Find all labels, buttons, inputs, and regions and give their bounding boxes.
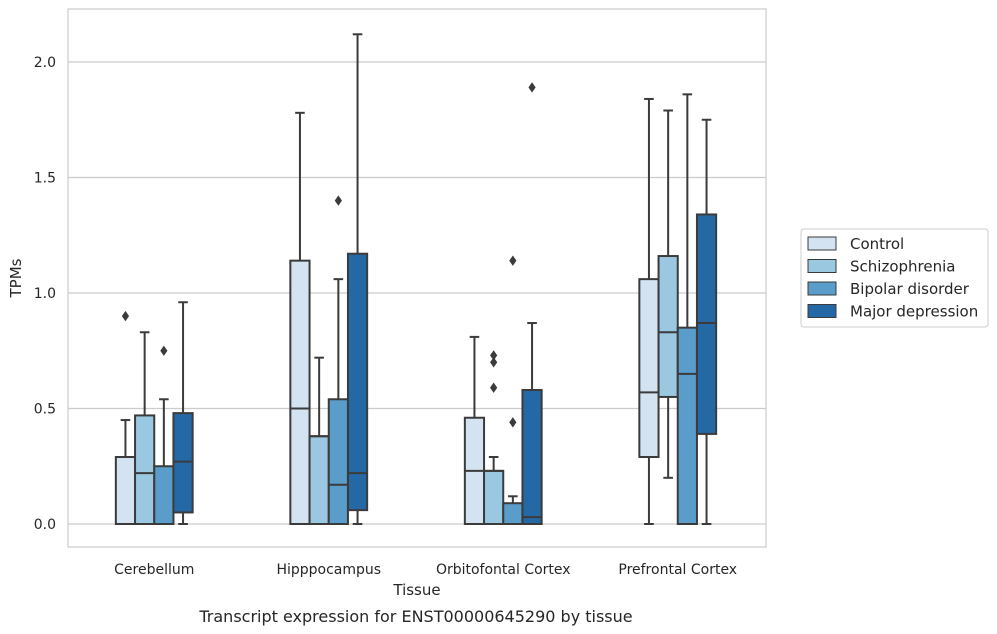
box-iqr	[483, 469, 505, 525]
chart-caption: Transcript expression for ENST0000064529…	[198, 607, 632, 626]
box-schizophrenia	[134, 331, 156, 525]
legend-label: Control	[850, 235, 904, 253]
box-major-depression	[695, 118, 718, 525]
x-tick-label: Orbitofontal Cortex	[436, 562, 571, 578]
x-tick-label: Hipppocampus	[276, 562, 381, 578]
legend-swatch	[807, 236, 837, 251]
outlier-point	[490, 350, 498, 361]
y-tick-label: 0.5	[34, 402, 56, 418]
y-axis-label: TPMs	[7, 258, 25, 298]
legend-frame	[800, 228, 989, 328]
y-tick-labels: 0.0 0.5 1.0 1.5 2.0	[34, 55, 56, 533]
outlier-point	[490, 382, 498, 393]
y-tick-label: 1.5	[34, 171, 56, 187]
box-major-depression	[346, 33, 369, 525]
box-iqr	[695, 213, 718, 435]
legend: Control Schizophrenia Bipolar disorder Majo…	[800, 228, 989, 328]
box-control	[289, 111, 311, 525]
box-control	[463, 335, 486, 525]
x-tick-label: Prefrontal Cortex	[618, 562, 737, 578]
box-iqr	[327, 398, 349, 526]
box-iqr	[676, 326, 698, 525]
outlier-point	[528, 82, 536, 93]
box-schizophrenia	[657, 109, 679, 479]
y-tick-label: 1.0	[34, 286, 56, 302]
x-tick-labels: Cerebellum Hipppocampus Orbitofontal Corte…	[114, 562, 737, 578]
box-iqr	[172, 412, 194, 514]
box-iqr	[657, 255, 679, 398]
legend-label: Schizophrenia	[850, 258, 955, 276]
box-iqr	[289, 259, 311, 525]
outlier-point	[121, 310, 130, 322]
box-schizophrenia	[483, 350, 505, 525]
x-tick-label: Cerebellum	[114, 562, 194, 578]
box-iqr	[308, 435, 330, 525]
legend-label: Bipolar disorder	[850, 280, 970, 298]
box-iqr	[521, 389, 543, 525]
box-control	[638, 97, 660, 525]
legend-label: Major depression	[850, 303, 978, 321]
legend-swatch	[807, 259, 837, 273]
box-iqr	[502, 502, 524, 525]
outlier-point	[509, 417, 517, 428]
box-iqr	[114, 456, 137, 526]
legend-swatch	[807, 281, 837, 296]
outlier-point	[490, 357, 498, 368]
box-major-depression	[172, 301, 194, 525]
y-tick-label: 2.0	[34, 55, 56, 71]
outlier-point	[334, 195, 342, 206]
box-schizophrenia	[308, 356, 330, 525]
legend-swatch	[807, 304, 837, 318]
outlier-point	[160, 345, 168, 356]
y-tick-label: 0.0	[34, 517, 56, 533]
box-iqr	[153, 465, 175, 525]
boxes-layer	[114, 33, 718, 526]
x-axis-label: Tissue	[392, 581, 440, 599]
outlier-point	[509, 255, 517, 266]
box-iqr	[346, 252, 369, 512]
box-control	[114, 310, 137, 526]
box-iqr	[134, 414, 156, 525]
box-major-depression	[521, 82, 543, 525]
box-iqr	[638, 278, 660, 459]
